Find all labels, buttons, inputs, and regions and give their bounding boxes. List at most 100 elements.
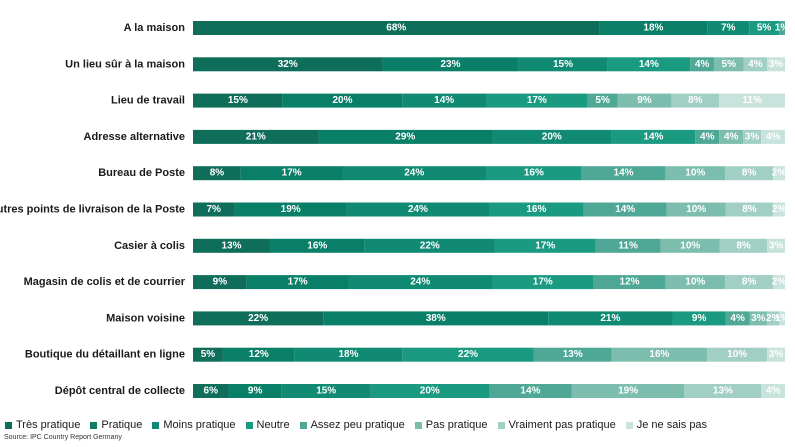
bar-segment xyxy=(725,202,774,217)
value-label: 22% xyxy=(420,240,440,251)
category-label: Magasin de colis et de courrier xyxy=(24,276,186,288)
value-label: 3% xyxy=(751,313,766,324)
legend-label: Moins pratique xyxy=(163,419,236,431)
value-label: 14% xyxy=(643,131,663,142)
bar-segment xyxy=(193,311,324,326)
bar-segment xyxy=(611,129,696,144)
bar-segment xyxy=(684,384,762,398)
value-label: 14% xyxy=(615,204,635,215)
bar-segment xyxy=(713,57,744,72)
value-label: 18% xyxy=(338,349,358,360)
bar-segment xyxy=(607,57,691,72)
value-label: 15% xyxy=(553,59,573,70)
bar-segment xyxy=(743,129,762,144)
value-label: 12% xyxy=(620,277,640,288)
value-label: 4% xyxy=(700,131,715,142)
category-label: Adresse alternative xyxy=(84,131,186,143)
legend-label: Je ne sais pas xyxy=(636,419,708,431)
bar-segment xyxy=(370,384,489,398)
bar-segment xyxy=(767,238,785,253)
value-label: 5% xyxy=(757,23,772,34)
bar-segment xyxy=(342,166,487,181)
bar-segment xyxy=(348,275,492,290)
bar-segment xyxy=(486,93,588,108)
value-label: 17% xyxy=(282,168,302,179)
value-label: 10% xyxy=(727,349,747,360)
legend-item: Moins pratique xyxy=(152,419,236,431)
value-label: 17% xyxy=(288,277,308,288)
chart-legend: Très pratique Pratique Moins pratique Neutr… xyxy=(5,417,717,433)
bar-row: Lieu de travail 15% 20% 14% 17% 5% 9% 8% 11% xyxy=(111,93,785,108)
bar-segment xyxy=(240,166,343,181)
value-label: 20% xyxy=(420,386,440,397)
bar-row: Autres points de livraison de la Poste 7%… xyxy=(0,202,787,217)
bar-segment xyxy=(486,166,582,181)
value-label: 24% xyxy=(408,204,428,215)
bar-segment xyxy=(773,166,785,181)
value-label: 16% xyxy=(526,204,546,215)
bar-segment xyxy=(489,384,572,398)
stacked-bar-chart: A la maison 68% 18% 7% 5% 1%Un lieu sûr à la … xyxy=(0,21,789,398)
value-label: 5% xyxy=(722,59,737,70)
bar-segment xyxy=(193,93,283,108)
bar-segment xyxy=(282,93,403,108)
bar-segment xyxy=(671,93,720,108)
value-label: 23% xyxy=(441,59,461,70)
value-label: 13% xyxy=(221,240,241,251)
value-label: 15% xyxy=(228,95,248,106)
category-label: Autres points de livraison de la Poste xyxy=(0,204,185,216)
value-label: 16% xyxy=(307,240,327,251)
bar-segment xyxy=(767,311,780,326)
value-label: 3% xyxy=(745,131,760,142)
bar-segment xyxy=(228,384,282,398)
value-label: 2% xyxy=(772,204,787,215)
legend-item: Pas pratique xyxy=(414,419,488,431)
source-note: Source: IPC Country Report Germany xyxy=(4,434,122,441)
value-label: 21% xyxy=(246,131,266,142)
value-label: 22% xyxy=(248,313,268,324)
bar-segment xyxy=(193,275,247,290)
legend-label: Vraiment pas pratique xyxy=(508,419,616,431)
value-label: 3% xyxy=(769,240,784,251)
bar-row: Maison voisine 22% 38% 21% 9% 4% 3% 2%1% xyxy=(106,311,789,326)
value-label: 5% xyxy=(201,349,216,360)
value-label: 10% xyxy=(686,204,706,215)
value-label: 6% xyxy=(204,386,219,397)
bar-segment xyxy=(725,311,750,326)
bar-segment xyxy=(587,93,618,108)
value-label: 17% xyxy=(533,277,553,288)
legend-swatch xyxy=(5,421,12,429)
value-label: 18% xyxy=(643,23,663,34)
bar-segment xyxy=(611,347,708,362)
value-label: 7% xyxy=(721,23,736,34)
value-label: 19% xyxy=(618,386,638,397)
category-label: Dépôt central de collecte xyxy=(55,385,185,397)
value-label: 24% xyxy=(410,277,430,288)
value-label: 8% xyxy=(742,277,757,288)
legend-item: Vraiment pas pratique xyxy=(497,419,616,431)
value-label: 9% xyxy=(248,386,263,397)
legend-label: Pratique xyxy=(101,419,143,431)
bar-row: Bureau de Poste 8% 17% 24% 16% 14% 10% 8% 2% xyxy=(98,166,786,181)
bar-segment xyxy=(725,275,774,290)
value-label: 17% xyxy=(527,95,547,106)
value-label: 7% xyxy=(206,204,221,215)
value-label: 14% xyxy=(639,59,659,70)
bar-segment xyxy=(743,57,768,72)
bar-segment xyxy=(707,347,768,362)
value-label: 10% xyxy=(680,240,700,251)
bar-segment xyxy=(595,238,661,253)
bar-row: Adresse alternative 21% 29% 20% 14% 4% 4% 3% 4% xyxy=(84,129,785,144)
bar-segment xyxy=(767,347,785,362)
category-label: Bureau de Poste xyxy=(98,167,185,179)
bar-row: Un lieu sûr à la maison 32% 23% 15% 14% 4% 5% 4… xyxy=(65,57,785,72)
value-label: 4% xyxy=(695,59,710,70)
category-label: Boutique du détaillant en ligne xyxy=(25,349,185,361)
bar-segment xyxy=(666,202,726,217)
value-label: 4% xyxy=(766,386,781,397)
legend-label: Pas pratique xyxy=(425,419,488,431)
value-label: 22% xyxy=(458,349,478,360)
bar-segment xyxy=(749,21,780,35)
value-label: 12% xyxy=(249,349,269,360)
value-label: 32% xyxy=(278,59,298,70)
